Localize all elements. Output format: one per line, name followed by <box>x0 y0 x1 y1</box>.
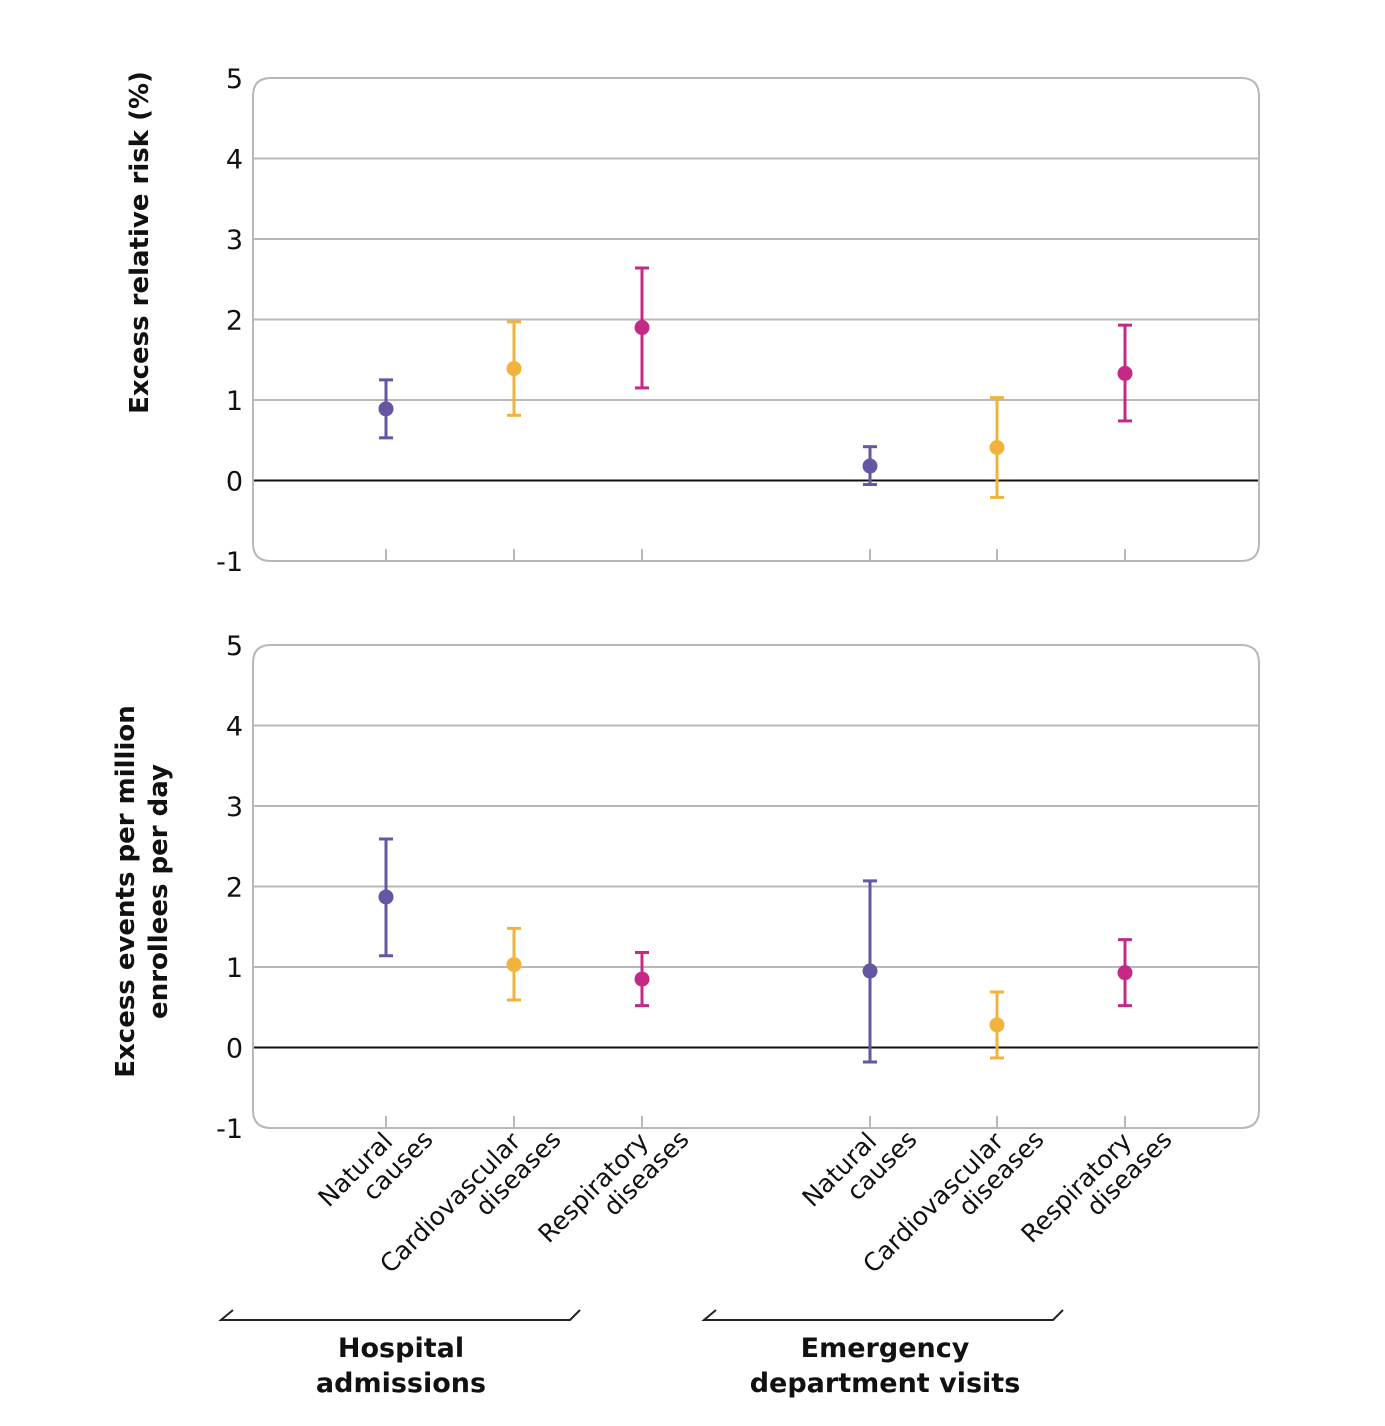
point-hospital-admissions-natural-causes-marker <box>378 401 394 417</box>
point-emergency-department-visits-cardiovascular-diseases-marker <box>989 1017 1005 1033</box>
point-emergency-department-visits-cardiovascular-diseases-marker <box>989 439 1005 455</box>
y-tick-label: 1 <box>226 386 243 417</box>
y-tick-label: 4 <box>226 712 243 743</box>
y-tick-label: 0 <box>226 1034 243 1065</box>
point-hospital-admissions-respiratory-diseases-marker <box>634 971 650 987</box>
point-emergency-department-visits-natural-causes-marker <box>862 963 878 979</box>
y-tick-label: -1 <box>216 547 243 578</box>
y-axis-title-line: Excess events per million <box>111 705 141 1078</box>
category-label-hospital-admissions-cardiovascular-diseases: Cardiovasculardiseases <box>374 1106 566 1298</box>
point-emergency-department-visits-respiratory-diseases-marker <box>1117 965 1133 981</box>
category-label-emergency-department-visits-cardiovascular-diseases: Cardiovasculardiseases <box>857 1106 1049 1298</box>
group-label-line: department visits <box>750 1368 1021 1399</box>
group-bracket-hospital-admissions <box>218 1309 581 1321</box>
y-tick-label: 4 <box>226 145 243 176</box>
point-emergency-department-visits-respiratory-diseases-marker <box>1117 365 1133 381</box>
panel-excess-relative-risk: 5 4 3 2 1 0 -1 Excess relative risk (%) <box>125 64 1260 578</box>
point-hospital-admissions-cardiovascular-diseases-marker <box>506 361 522 377</box>
group-bracket-emergency-department-visits <box>701 1309 1064 1321</box>
group-label-line: admissions <box>316 1368 486 1399</box>
plot-frame <box>252 77 1260 562</box>
y-tick-label: 2 <box>226 873 243 904</box>
y-axis-title: Excess events per million enrollees per d… <box>111 705 174 1078</box>
group-label-hospital-admissions: Hospital admissions <box>316 1333 486 1399</box>
category-label-emergency-department-visits-respiratory-diseases: Respiratorydiseases <box>1015 1106 1177 1268</box>
category-labels: NaturalcausesCardiovasculardiseasesRespi… <box>313 1106 1178 1298</box>
group-label-line: Emergency <box>801 1333 970 1364</box>
panel-excess-events: 5 4 3 2 1 0 -1 Excess events per million enrolle… <box>111 631 1260 1145</box>
y-tick-label: 2 <box>226 306 243 337</box>
y-tick-label: 3 <box>226 225 243 256</box>
group-brackets: Hospital admissions Emergency department vi… <box>218 1309 1064 1399</box>
category-label-hospital-admissions-respiratory-diseases: Respiratorydiseases <box>532 1106 694 1268</box>
point-hospital-admissions-natural-causes-marker <box>378 889 394 905</box>
point-emergency-department-visits-natural-causes-marker <box>862 458 878 474</box>
point-hospital-admissions-cardiovascular-diseases-marker <box>506 957 522 973</box>
y-tick-label: 3 <box>226 792 243 823</box>
y-tick-label: 5 <box>226 631 243 662</box>
y-tick-label: -1 <box>216 1114 243 1145</box>
y-tick-label: 1 <box>226 953 243 984</box>
y-tick-label: 5 <box>226 64 243 95</box>
y-tick-label: 0 <box>226 467 243 498</box>
y-axis-title-line: enrollees per day <box>144 764 174 1019</box>
group-label-line: Hospital <box>338 1333 464 1364</box>
y-axis-title: Excess relative risk (%) <box>125 71 155 414</box>
plot-frame <box>252 644 1260 1129</box>
point-hospital-admissions-respiratory-diseases-marker <box>634 320 650 336</box>
group-label-emergency-department-visits: Emergency department visits <box>750 1333 1021 1399</box>
